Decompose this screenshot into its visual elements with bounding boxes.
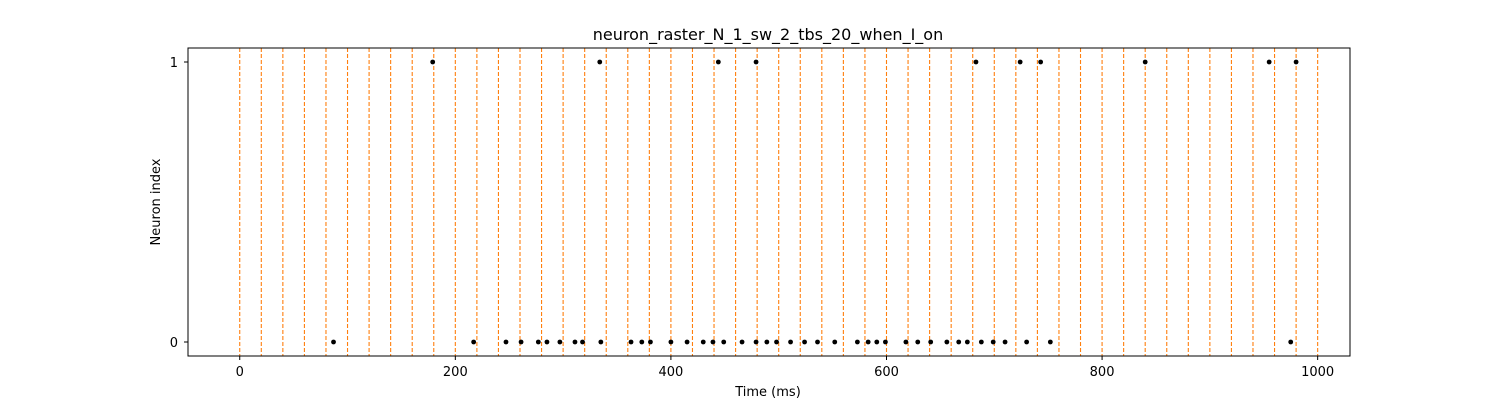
spike-point-n0-28 xyxy=(874,339,880,345)
spike-point-n0-20 xyxy=(764,339,770,345)
spike-point-n0-0 xyxy=(331,339,336,345)
spike-point-n0-8 xyxy=(580,339,585,345)
spike-point-n0-13 xyxy=(668,339,674,345)
spike-point-n0-39 xyxy=(1024,339,1030,345)
spike-point-n0-11 xyxy=(639,339,645,345)
spike-point-n0-7 xyxy=(572,339,578,345)
spike-point-n0-30 xyxy=(903,339,909,345)
spike-point-n0-38 xyxy=(1002,339,1008,345)
x-tick-label-200: 200 xyxy=(443,365,468,380)
x-tick-label-400: 400 xyxy=(658,365,683,380)
spike-point-n0-36 xyxy=(978,339,984,345)
spike-point-n0-26 xyxy=(854,339,860,345)
time-bin-lines xyxy=(239,48,1319,356)
spike-point-n0-10 xyxy=(628,339,634,345)
spike-point-n0-23 xyxy=(802,339,807,345)
y-tick-label-0: 0 xyxy=(170,336,178,351)
spike-point-n0-4 xyxy=(535,339,541,345)
spike-point-n1-9 xyxy=(1293,59,1299,65)
spike-point-n1-5 xyxy=(1017,59,1023,65)
spike-point-n0-41 xyxy=(1288,339,1294,345)
spike-point-n0-18 xyxy=(739,339,745,345)
spike-point-n0-24 xyxy=(815,339,820,345)
spike-point-n0-2 xyxy=(503,339,509,345)
spike-point-n0-21 xyxy=(774,339,779,345)
spike-point-n0-19 xyxy=(753,339,759,345)
y-tick-label-1: 1 xyxy=(170,56,178,71)
spike-point-n0-9 xyxy=(598,339,604,345)
spike-point-n0-32 xyxy=(928,339,934,345)
axes-frame xyxy=(187,47,1351,357)
spike-point-n0-35 xyxy=(964,339,970,345)
spike-point-n0-31 xyxy=(915,339,921,345)
spike-point-n0-25 xyxy=(832,339,838,345)
spike-point-n1-4 xyxy=(973,59,979,65)
x-axis-ticks: 0 200 400 600 800 1000 xyxy=(236,356,1334,380)
x-tick-label-1000: 1000 xyxy=(1301,365,1334,380)
x-tick-label-0: 0 xyxy=(236,365,244,380)
spike-point-n0-17 xyxy=(721,339,727,345)
spike-point-n1-8 xyxy=(1266,59,1272,65)
x-axis-label: Time (ms) xyxy=(734,385,801,400)
y-axis-ticks: 01 xyxy=(170,56,188,351)
spike-point-n0-14 xyxy=(684,339,690,345)
spike-point-n1-6 xyxy=(1038,59,1044,65)
spike-point-n1-0 xyxy=(430,59,436,65)
x-tick-label-800: 800 xyxy=(1090,365,1115,380)
spike-point-n0-33 xyxy=(944,339,950,345)
spike-point-n0-6 xyxy=(557,339,563,345)
spike-point-n0-12 xyxy=(648,339,653,345)
spike-point-n0-37 xyxy=(990,339,996,345)
spike-point-n1-3 xyxy=(753,59,759,65)
spike-point-n0-1 xyxy=(471,339,477,345)
x-tick-label-600: 600 xyxy=(874,365,899,380)
spike-point-n0-29 xyxy=(883,339,888,345)
spike-point-n1-2 xyxy=(715,59,721,65)
spike-point-n1-1 xyxy=(597,59,603,65)
chart-title: neuron_raster_N_1_sw_2_tbs_20_when_I_on xyxy=(593,25,943,45)
spike-points xyxy=(331,59,1299,345)
spike-point-n1-7 xyxy=(1142,59,1148,65)
spike-point-n0-3 xyxy=(518,339,524,345)
spike-point-n0-27 xyxy=(865,339,871,345)
spike-point-n0-5 xyxy=(544,339,550,345)
spike-point-n0-40 xyxy=(1047,339,1053,345)
y-axis-label: Neuron index xyxy=(149,158,164,245)
spike-point-n0-34 xyxy=(956,339,962,345)
spike-point-n0-22 xyxy=(788,339,793,345)
spike-point-n0-16 xyxy=(710,339,716,345)
spike-point-n0-15 xyxy=(700,339,706,345)
